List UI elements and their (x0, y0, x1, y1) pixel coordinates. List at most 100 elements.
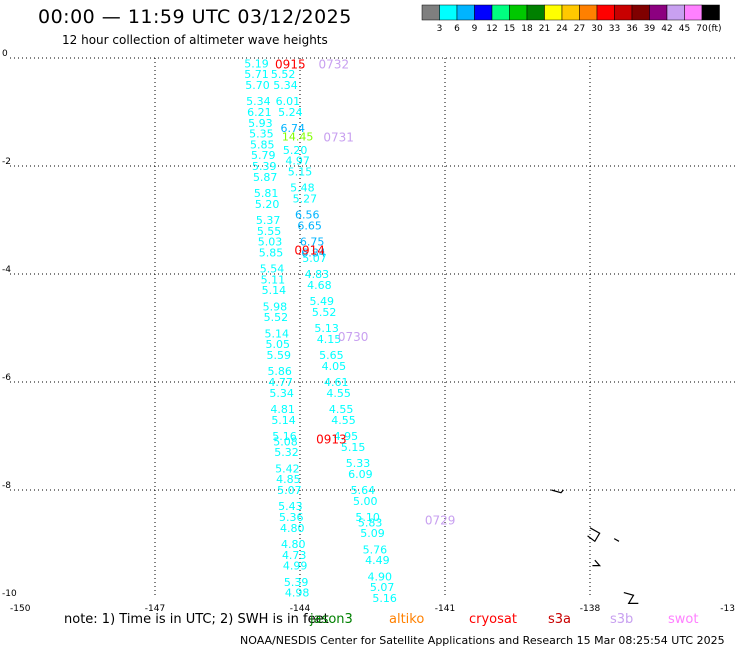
wave-height-label: 5.34 (269, 387, 294, 400)
wave-height-label: 5.33 (346, 457, 371, 470)
colorbar-label: 12 (486, 24, 497, 34)
wave-height-label: 6.21 (247, 106, 272, 119)
wave-height-label: 6.65 (297, 219, 322, 232)
legend-sat-jason3: jason3 (310, 612, 353, 627)
y-tick-label: -2 (2, 157, 11, 167)
island-outline (623, 592, 639, 605)
x-tick-label: -147 (145, 604, 165, 612)
wave-height-label: 4.05 (322, 360, 347, 373)
chart-title: 00:00 — 11:59 UTC 03/12/2025 (38, 6, 352, 28)
wave-height-label: 5.07 (302, 252, 327, 265)
x-tick-label: -13 (720, 604, 735, 612)
pass-time-label: 0730 (338, 330, 369, 344)
wave-height-label: 5.81 (254, 187, 279, 200)
wave-height-label: 5.07 (277, 484, 302, 497)
wave-height-label: 4.80 (281, 538, 306, 551)
wave-height-label: 5.70 (245, 79, 270, 92)
wave-height-label: 5.08 (273, 435, 298, 448)
y-tick-label: -10 (2, 589, 17, 599)
wave-height-label: 5.39 (284, 576, 309, 589)
wave-height-label: 5.65 (319, 349, 344, 362)
x-tick-label: -150 (10, 604, 31, 612)
wave-height-label: 5.11 (261, 273, 286, 286)
wave-height-label: 4.90 (368, 570, 393, 583)
colorbar-label: 3 (437, 24, 443, 34)
colorbar-label: 27 (574, 24, 585, 34)
colorbar-label: 18 (521, 24, 533, 34)
wave-height-label: 5.10 (355, 511, 380, 524)
wave-height-label: 5.14 (265, 327, 290, 340)
wave-height-label: 4.68 (307, 279, 332, 292)
colorbar-label: 9 (472, 24, 478, 34)
wave-height-label: 5.85 (250, 138, 275, 151)
wave-height-label: 5.15 (341, 441, 366, 454)
wave-height-label: 5.76 (363, 543, 388, 556)
wave-height-label: 4.99 (283, 560, 308, 573)
wave-height-label: 5.05 (266, 338, 291, 351)
wave-height-label: 4.85 (276, 473, 301, 486)
wave-height-label: 4.49 (365, 554, 390, 567)
wave-height-label: 5.27 (293, 192, 318, 205)
colorbar-label: 6 (454, 24, 460, 34)
wave-height-label: 5.34 (273, 79, 298, 92)
wave-height-label: 5.59 (266, 349, 291, 362)
wave-height-label: 5.20 (255, 198, 280, 211)
colorbar-label: 15 (504, 24, 515, 34)
colorbar-label: 70 (696, 24, 708, 34)
wave-height-label: 5.42 (275, 462, 300, 475)
pass-time-label: 0731 (323, 130, 354, 144)
wave-height-label: 6.84 (301, 246, 326, 259)
credit-line: NOAA/NESDIS Center for Satellite Applica… (240, 634, 725, 647)
wave-height-label: 5.09 (360, 527, 385, 540)
wave-height-label: 5.36 (279, 511, 304, 524)
y-tick-label: -6 (2, 373, 11, 383)
wave-height-label: 5.64 (351, 484, 376, 497)
wave-height-label: 5.24 (278, 106, 303, 119)
wave-height-label: 5.87 (253, 171, 278, 184)
pass-time-label: 0729 (425, 514, 456, 528)
wave-height-label: 5.15 (288, 165, 313, 178)
wave-height-label: 5.48 (290, 182, 315, 195)
island-outline (613, 538, 620, 542)
island-outline (592, 559, 602, 567)
island-outline (551, 489, 564, 494)
wave-height-label: 5.13 (314, 322, 339, 335)
wave-height-label: 5.14 (262, 284, 287, 297)
legend-sat-altiko: altiko (389, 612, 425, 627)
wave-height-label: 5.52 (312, 306, 337, 319)
wave-height-label: 6.56 (295, 209, 320, 222)
y-tick-label: -8 (2, 481, 11, 491)
wave-height-label: 4.98 (285, 587, 310, 600)
wave-height-label: 5.79 (251, 149, 276, 162)
x-tick-label: -138 (580, 604, 601, 612)
legend-sat-swot: swot (668, 612, 699, 627)
legend-sat-cryosat: cryosat (469, 612, 517, 627)
island-outline (587, 527, 601, 543)
legend-sat-s3b: s3b (610, 612, 634, 627)
wave-height-label: 4.80 (280, 522, 305, 535)
wave-height-label: 5.52 (264, 311, 289, 324)
colorbar-unit: (ft) (708, 24, 722, 34)
wave-height-label: 14.45 (282, 130, 314, 143)
wave-height-label: 5.14 (271, 414, 296, 427)
wave-height-label: 5.03 (258, 236, 283, 249)
wave-height-label: 5.71 (244, 68, 269, 81)
wave-height-map: 0-2-4-6-8-10-150 -147 -144 -141 -138 -135.195… (2, 49, 735, 612)
wave-height-label: 5.34 (246, 95, 271, 108)
wave-height-label: 5.39 (252, 160, 277, 173)
wave-height-label: 5.86 (267, 365, 292, 378)
wave-height-label: 6.01 (276, 95, 301, 108)
wave-height-label: 5.93 (248, 117, 273, 130)
wave-height-label: 5.07 (370, 581, 395, 594)
wave-height-label: 4.61 (324, 376, 349, 389)
wave-height-label: 5.00 (353, 495, 378, 508)
colorbar-label: 30 (591, 24, 603, 34)
colorbar-label: 24 (556, 24, 568, 34)
wave-height-label: 4.55 (329, 403, 354, 416)
colorbar-label: 33 (609, 24, 620, 34)
wave-height-label: 5.54 (260, 263, 285, 276)
wave-height-label: 4.81 (270, 403, 295, 416)
legend-sat-s3a: s3a (548, 612, 572, 627)
wave-height-label: 5.55 (257, 225, 282, 238)
wave-height-label: 5.98 (263, 300, 288, 313)
